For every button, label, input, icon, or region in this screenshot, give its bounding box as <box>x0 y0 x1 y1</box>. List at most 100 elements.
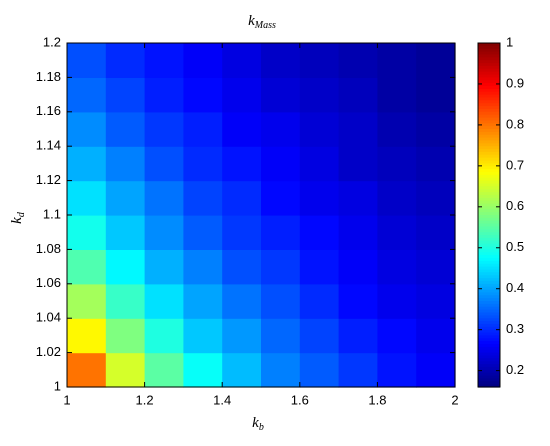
heatmap-cell <box>105 111 146 147</box>
x-tick-label: 1.2 <box>136 392 154 407</box>
chart-title: kMass <box>248 13 276 31</box>
colorbar-swatch <box>478 372 500 377</box>
colorbar-swatch <box>478 295 500 299</box>
colorbar-swatch <box>478 212 500 216</box>
colorbar-tick-label: 1 <box>506 34 513 49</box>
heatmap-cell <box>261 77 301 113</box>
colorbar-swatch <box>478 335 500 339</box>
heatmap-cell <box>377 43 417 78</box>
x-label-subscript: b <box>259 422 264 433</box>
colorbar-swatch <box>478 51 500 56</box>
y-tick-label: 1.18 <box>36 69 61 84</box>
heatmap-cell <box>67 249 107 285</box>
heatmap-cell <box>222 146 262 182</box>
colorbar-tick-label: 0.4 <box>506 280 524 295</box>
colorbar-swatch <box>478 289 500 293</box>
colorbar-swatch <box>478 246 500 250</box>
colorbar-swatch <box>478 260 500 265</box>
colorbar-swatch <box>478 272 500 276</box>
heatmap-cell <box>222 111 262 147</box>
colorbar-swatch <box>478 252 500 256</box>
colorbar-swatch <box>478 326 500 331</box>
heatmap-cell <box>222 180 262 216</box>
colorbar-swatch <box>478 100 500 104</box>
colorbar-frame <box>477 42 501 388</box>
heatmap-cell <box>67 180 107 216</box>
heatmap-cell <box>105 43 146 78</box>
heatmap-cell <box>416 215 456 250</box>
colorbar-swatch <box>478 355 500 359</box>
heatmap-cell <box>299 43 340 78</box>
colorbar-swatch <box>478 341 500 345</box>
colorbar-swatch <box>478 45 500 50</box>
heatmap-cell <box>299 146 340 182</box>
colorbar-swatch <box>478 226 500 230</box>
heatmap-cell <box>183 43 223 78</box>
heatmap-cell <box>222 215 262 250</box>
colorbar-swatch <box>478 143 500 147</box>
colorbar-swatch <box>478 312 500 316</box>
heatmap-cell <box>416 318 456 354</box>
heatmap-cell <box>183 215 223 250</box>
colorbar-swatch <box>478 309 500 314</box>
colorbar-swatch <box>478 200 500 205</box>
colorbar-swatch <box>478 364 500 368</box>
heatmap-cell <box>338 249 378 285</box>
colorbar-swatch <box>478 97 500 101</box>
colorbar-swatch <box>478 206 500 210</box>
colorbar-tick-label: 0.5 <box>506 239 524 254</box>
heatmap-cell <box>67 77 107 113</box>
y-tick-label: 1.12 <box>36 172 61 187</box>
colorbar-swatch <box>478 280 500 285</box>
colorbar-swatch <box>478 366 500 371</box>
heatmap-cell <box>338 180 378 216</box>
colorbar-swatch <box>478 369 500 374</box>
heatmap-cell <box>105 77 146 113</box>
heatmap-cell <box>261 318 301 354</box>
colorbar-swatch <box>478 86 500 90</box>
heatmap-cell <box>144 249 184 285</box>
heatmap-cell <box>222 283 262 319</box>
x-tick-label: 1.6 <box>291 392 309 407</box>
heatmap-cell <box>299 111 340 147</box>
colorbar-tick-label: 0.8 <box>506 116 524 131</box>
x-tick-label: 2 <box>451 392 458 407</box>
colorbar-swatch <box>478 103 500 107</box>
colorbar-swatch <box>478 323 500 328</box>
colorbar-swatch <box>478 140 500 144</box>
colorbar-swatch <box>478 306 500 311</box>
heatmap-cell <box>183 111 223 147</box>
colorbar-swatch <box>478 258 500 262</box>
heatmap-cell <box>416 180 456 216</box>
colorbar-swatch <box>478 209 500 213</box>
title-text: k <box>248 13 255 29</box>
colorbar-swatch <box>478 60 500 64</box>
colorbar-swatch <box>478 111 500 116</box>
colorbar-swatch <box>478 177 500 182</box>
x-axis-label: kb <box>252 415 264 433</box>
colorbar-swatch <box>478 54 500 58</box>
heatmap-cell <box>183 283 223 319</box>
colorbar-swatch <box>478 126 500 130</box>
colorbar-swatch <box>478 249 500 253</box>
colorbar-swatch <box>478 83 500 87</box>
colorbar-swatch <box>478 80 500 84</box>
heatmap-cell <box>261 215 301 250</box>
colorbar-swatch <box>478 180 500 185</box>
colorbar-swatch <box>478 352 500 357</box>
colorbar-swatch <box>478 48 500 53</box>
heatmap-cell <box>338 352 378 388</box>
colorbar-swatch <box>478 192 500 196</box>
heatmap-cell <box>338 77 378 113</box>
colorbar-swatch <box>478 68 500 73</box>
colorbar-swatch <box>478 117 500 121</box>
x-tick-label: 1.4 <box>213 392 231 407</box>
heatmap-cell <box>67 283 107 319</box>
heatmap-cell <box>377 180 417 216</box>
y-tick-label: 1 <box>54 378 61 393</box>
heatmap-cell <box>377 111 417 147</box>
colorbar-swatch <box>478 63 500 67</box>
colorbar-swatch <box>478 88 500 93</box>
